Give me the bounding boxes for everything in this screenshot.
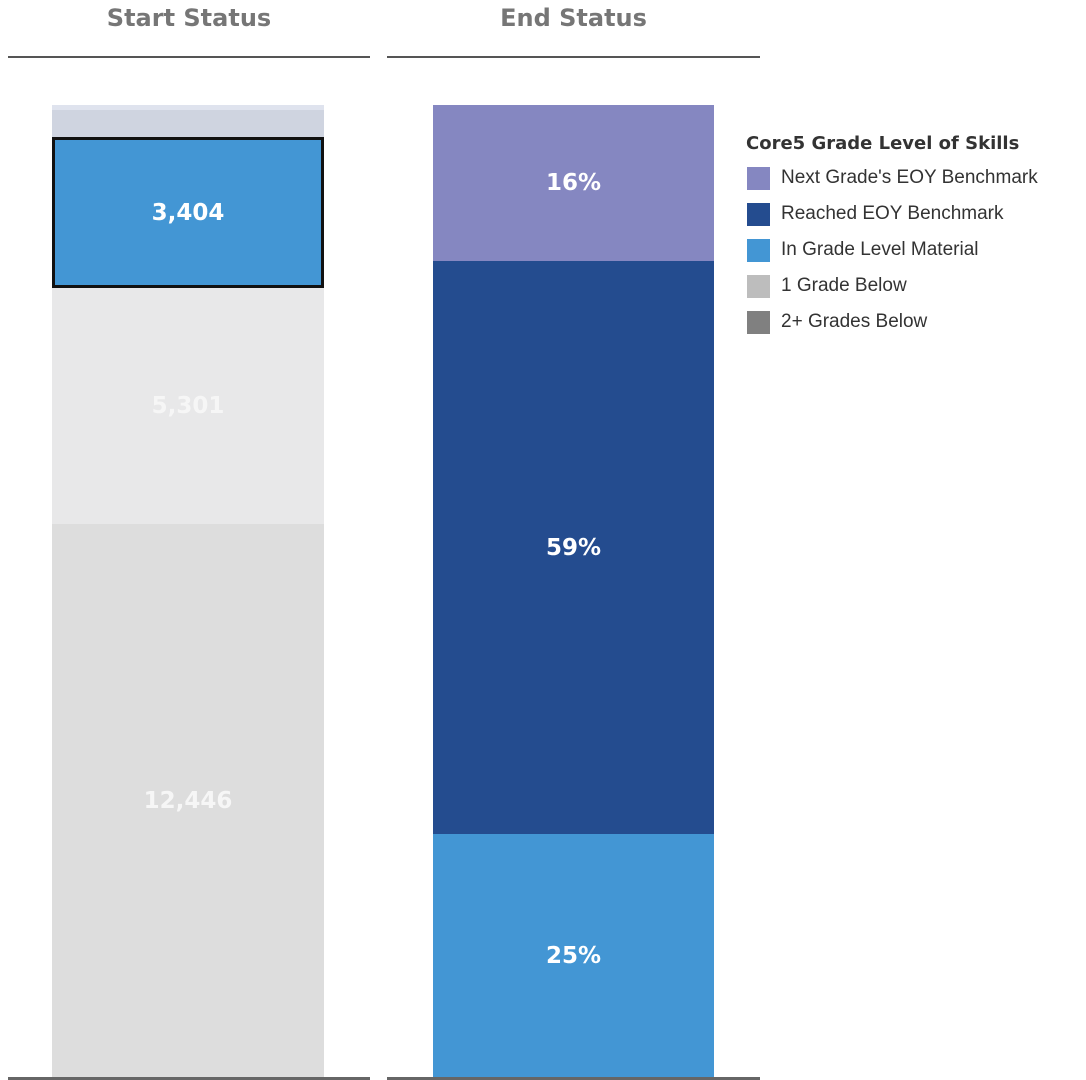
legend-swatch: [747, 166, 770, 190]
legend-label: 1 Grade Below: [781, 275, 907, 296]
legend-label: 2+ Grades Below: [781, 311, 928, 332]
legend-swatch: [747, 310, 770, 334]
end-baseline-rule: [387, 1077, 760, 1080]
legend-label: In Grade Level Material: [781, 239, 979, 260]
bar-segment-start-status-1-grade-below-1[interactable]: 5,301: [52, 288, 324, 524]
legend-label: Reached EOY Benchmark: [781, 203, 1004, 224]
start-baseline-rule: [8, 1077, 370, 1080]
bar-segment-start-status-next-grade-s-eoy-benchmark-3[interactable]: [52, 110, 324, 137]
legend-item-next-grade-s-eoy-benchmark[interactable]: Next Grade's EOY Benchmark: [740, 160, 1038, 196]
start-header-rule: [8, 56, 370, 58]
bar-segment-start-status-2-grades-below-0[interactable]: 12,446: [52, 524, 324, 1077]
legend: Core5 Grade Level of Skills Next Grade's…: [740, 133, 1038, 340]
legend-swatch: [747, 202, 770, 226]
legend-swatch: [747, 274, 770, 298]
legend-title: Core5 Grade Level of Skills: [746, 133, 1020, 154]
bar-segment-end-status-reached-eoy-benchmark-1[interactable]: 59%: [433, 261, 714, 834]
legend-swatch: [747, 238, 770, 262]
end-status-header: End Status: [500, 4, 647, 32]
legend-item-2-grades-below[interactable]: 2+ Grades Below: [740, 304, 1038, 340]
segment-value-label: 16%: [545, 170, 602, 196]
segment-value-label: 12,446: [143, 787, 233, 814]
bar-segment-start-status-in-grade-level-material-2[interactable]: 3,404: [52, 137, 324, 288]
legend-item-1-grade-below[interactable]: 1 Grade Below: [740, 268, 1038, 304]
segment-value-label: 25%: [545, 942, 602, 969]
segment-value-label: 59%: [545, 534, 602, 561]
segment-value-label: 5,301: [151, 393, 225, 419]
end-header-rule: [387, 56, 760, 58]
legend-items: Next Grade's EOY Benchmark Reached EOY Be…: [740, 160, 1038, 340]
segment-value-label: 3,404: [151, 199, 225, 226]
legend-item-in-grade-level-material[interactable]: In Grade Level Material: [740, 232, 1038, 268]
bar-segment-end-status-next-grade-s-eoy-benchmark-2[interactable]: 16%: [433, 105, 714, 261]
legend-item-reached-eoy-benchmark[interactable]: Reached EOY Benchmark: [740, 196, 1038, 232]
bar-segment-start-status-next-grade-s-eoy-benchmark-4[interactable]: [52, 105, 324, 110]
legend-label: Next Grade's EOY Benchmark: [781, 167, 1038, 188]
start-status-header: Start Status: [106, 4, 272, 32]
bar-segment-end-status-in-grade-level-material-0[interactable]: 25%: [433, 834, 714, 1077]
